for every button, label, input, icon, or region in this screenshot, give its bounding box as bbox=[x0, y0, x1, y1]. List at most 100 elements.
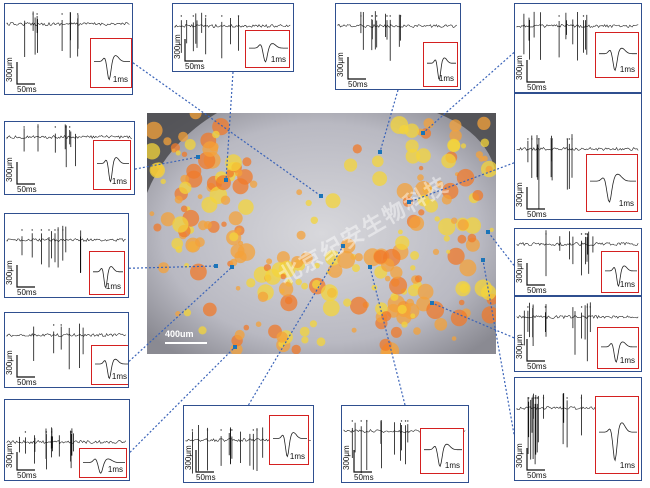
amplitude-label: 300μm bbox=[173, 34, 182, 59]
activity-spot bbox=[418, 165, 424, 171]
spike-marker bbox=[542, 397, 545, 399]
time-label: 50ms bbox=[354, 473, 374, 482]
activity-spot bbox=[184, 139, 196, 150]
scale-bar bbox=[16, 265, 35, 288]
spike-marker bbox=[57, 229, 59, 231]
activity-spot bbox=[181, 151, 188, 157]
spike-trace bbox=[516, 230, 639, 286]
activity-spot bbox=[232, 178, 249, 195]
spike-marker bbox=[571, 138, 573, 140]
activity-spot bbox=[477, 116, 491, 130]
scale-bar bbox=[526, 60, 545, 83]
activity-spot bbox=[158, 262, 170, 274]
waveform-inset: 1ms bbox=[595, 32, 639, 78]
spike-trace bbox=[516, 11, 639, 83]
spike-trace bbox=[516, 134, 639, 210]
spike-marker bbox=[54, 229, 56, 231]
scale-bar bbox=[526, 448, 545, 471]
activity-spot bbox=[405, 139, 419, 153]
activity-spot bbox=[175, 311, 181, 317]
activity-spot bbox=[372, 171, 388, 186]
activity-spot bbox=[257, 291, 269, 302]
spike-marker bbox=[32, 13, 34, 15]
spike-marker bbox=[407, 420, 409, 422]
trace-noise bbox=[516, 146, 639, 151]
spike-waveform bbox=[93, 266, 123, 289]
recording-panel: 300μm 50ms 1ms bbox=[514, 228, 642, 296]
spike-marker bbox=[40, 229, 43, 231]
trace-noise bbox=[6, 439, 127, 444]
activity-spot bbox=[379, 338, 392, 351]
activity-spot bbox=[296, 189, 303, 196]
waveform-inset: 1ms bbox=[601, 251, 639, 293]
spike-marker bbox=[532, 306, 534, 308]
activity-spot bbox=[225, 154, 242, 172]
time-label: 50ms bbox=[17, 378, 37, 387]
activity-spot bbox=[305, 199, 312, 207]
waveform-inset: 1ms bbox=[420, 428, 464, 474]
activity-spot bbox=[343, 298, 352, 307]
activity-spot bbox=[423, 118, 435, 129]
time-label: 50ms bbox=[185, 62, 205, 71]
spike-trace bbox=[6, 323, 127, 378]
activity-spot bbox=[322, 299, 340, 317]
activity-spot bbox=[171, 237, 183, 250]
activity-spot bbox=[321, 284, 338, 302]
spike-marker bbox=[69, 126, 71, 128]
activity-spot bbox=[249, 180, 258, 188]
spike-marker bbox=[545, 306, 547, 308]
spike-marker bbox=[62, 229, 64, 231]
activity-spot bbox=[238, 199, 254, 215]
trace-noise bbox=[6, 332, 127, 337]
spike-marker bbox=[582, 15, 585, 17]
activity-spot bbox=[372, 155, 384, 168]
activity-spot bbox=[447, 139, 461, 153]
activity-spot bbox=[410, 251, 420, 260]
spike-waveform bbox=[249, 43, 288, 63]
amplitude-label: 300μm bbox=[5, 443, 14, 468]
spike-marker bbox=[360, 420, 362, 422]
activity-spot bbox=[410, 313, 416, 319]
waveform-inset: 1ms bbox=[586, 154, 638, 212]
inset-time-label: 1ms bbox=[111, 372, 127, 381]
activity-spot bbox=[234, 251, 247, 264]
spike-waveform bbox=[97, 157, 129, 183]
activity-spot bbox=[350, 296, 368, 315]
spike-marker bbox=[550, 138, 552, 140]
waveform-plot bbox=[590, 173, 636, 203]
activity-spot bbox=[201, 196, 218, 213]
activity-spot bbox=[450, 309, 468, 327]
waveform-plot bbox=[94, 55, 130, 81]
inset-time-label: 1ms bbox=[107, 465, 123, 474]
spike-marker bbox=[180, 15, 182, 17]
spike-marker bbox=[566, 138, 568, 140]
activity-spot bbox=[172, 216, 189, 233]
activity-spot bbox=[351, 327, 357, 333]
spike-marker bbox=[376, 15, 378, 17]
spike-marker bbox=[399, 15, 402, 17]
activity-spot bbox=[399, 124, 409, 135]
spike-marker bbox=[256, 429, 258, 431]
spike-trace bbox=[185, 425, 311, 474]
spike-marker bbox=[527, 306, 529, 308]
activity-spot bbox=[175, 150, 181, 156]
waveform-plot bbox=[424, 443, 462, 468]
spike-marker bbox=[566, 397, 568, 399]
activity-spot bbox=[457, 219, 469, 231]
activity-spot bbox=[410, 265, 416, 271]
scale-bar bbox=[16, 62, 35, 85]
inset-time-label: 1ms bbox=[618, 199, 634, 208]
spike-waveform bbox=[83, 458, 125, 474]
inset-time-label: 1ms bbox=[619, 65, 635, 74]
waveform-plot bbox=[273, 432, 307, 458]
spike-marker bbox=[237, 15, 240, 17]
time-label: 50ms bbox=[527, 362, 547, 371]
spike-marker bbox=[24, 431, 27, 433]
activity-spot bbox=[416, 148, 431, 164]
activity-spot bbox=[280, 294, 298, 312]
activity-spot bbox=[212, 130, 220, 139]
activity-spot bbox=[301, 336, 309, 344]
activity-spot bbox=[489, 227, 494, 232]
spike-marker bbox=[386, 15, 388, 17]
spike-trace bbox=[343, 419, 466, 474]
